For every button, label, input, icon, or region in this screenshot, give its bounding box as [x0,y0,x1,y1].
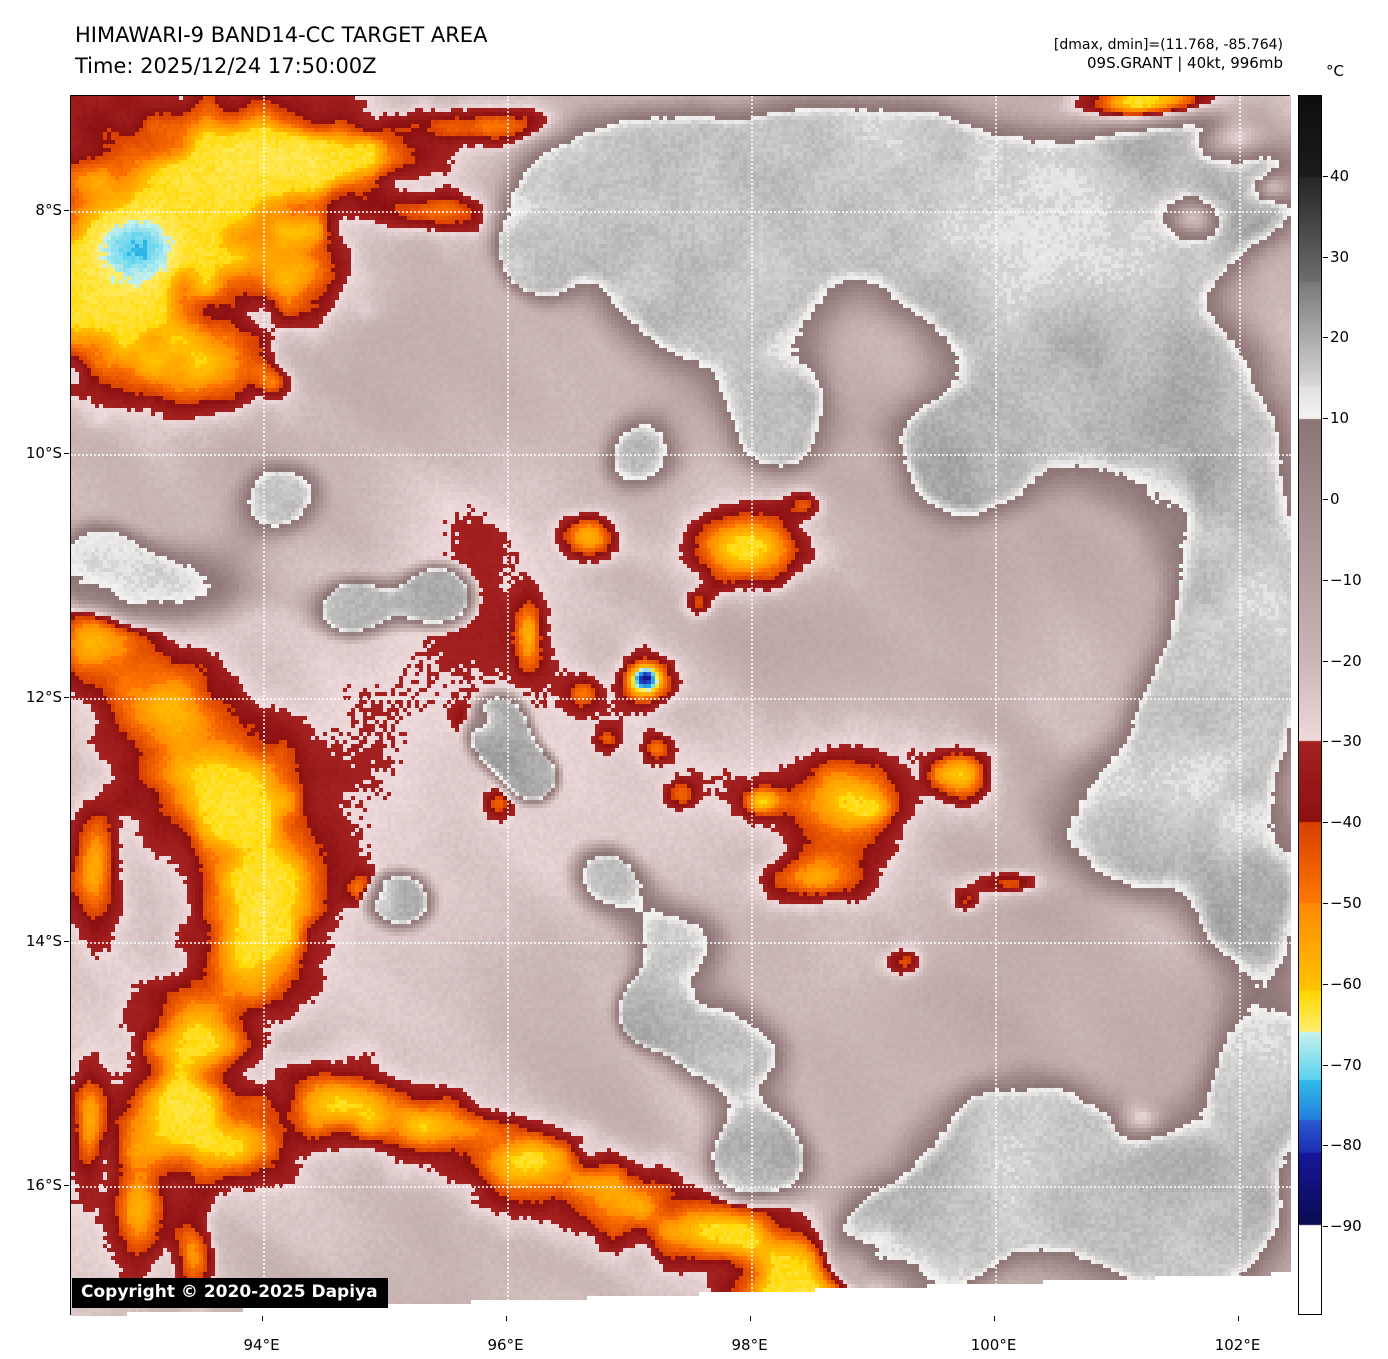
lat-tick-label: 12°S [25,688,62,707]
grid-line-lon [750,96,753,1316]
figure-title: HIMAWARI-9 BAND14-CC TARGET AREA [75,23,488,47]
lat-tick-label: 14°S [25,931,62,950]
colorbar-tick-mark [1323,1064,1328,1066]
header-block: HIMAWARI-9 BAND14-CC TARGET AREA Time: 2… [75,20,487,82]
colorbar-tick-mark [1323,822,1328,824]
colorbar [1298,95,1322,1315]
lat-tick-label: 10°S [25,444,62,463]
lat-tick-mark [64,453,69,455]
colorbar-tick-mark [1323,902,1328,904]
colorbar-tick-mark [1323,418,1328,420]
grid-line-lon [262,96,265,1316]
colorbar-tick-mark [1323,498,1328,500]
lon-tick-label: 96°E [487,1336,524,1354]
lon-tick-mark [261,1316,263,1321]
lon-tick-label: 98°E [731,1336,768,1354]
colorbar-tick-label: 0 [1330,489,1340,508]
grid-line-lon [994,96,997,1316]
colorbar-tick-mark [1323,741,1328,743]
lon-tick-mark [1237,1316,1239,1321]
lon-tick-mark [993,1316,995,1321]
satellite-canvas [71,96,1291,1316]
lat-tick-label: 16°S [25,1175,62,1194]
colorbar-tick-mark [1323,1226,1328,1228]
colorbar-tick-label: 20 [1330,328,1350,347]
lat-tick-mark [64,1184,69,1186]
grid-line-lat [71,1185,1291,1188]
colorbar-tick-label: −30 [1330,732,1362,751]
colorbar-tick-label: −70 [1330,1055,1362,1074]
satellite-map: Copyright © 2020-2025 Dapiya [70,95,1291,1316]
colorbar-unit-label: °C [1326,62,1344,80]
lon-tick-mark [505,1316,507,1321]
colorbar-tick-label: −60 [1330,974,1362,993]
grid-line-lat [71,210,1291,213]
lat-tick-mark [64,209,69,211]
lat-tick-label: 8°S [35,200,62,219]
grid-line-lat [71,698,1291,701]
colorbar-tick-mark [1323,660,1328,662]
colorbar-tick-mark [1323,579,1328,581]
colorbar-tick-mark [1323,256,1328,258]
colorbar-tick-label: −90 [1330,1217,1362,1236]
colorbar-tick-mark [1323,983,1328,985]
lon-tick-label: 100°E [970,1336,1017,1354]
grid-line-lat [71,454,1291,457]
grid-line-lon [506,96,509,1316]
dmax-dmin-readout: [dmax, dmin]=(11.768, -85.764) [1053,37,1283,53]
colorbar-tick-label: 10 [1330,409,1350,428]
colorbar-tick-mark [1323,1145,1328,1147]
colorbar-tick-label: −80 [1330,1136,1362,1155]
colorbar-tick-label: 40 [1330,166,1350,185]
storm-info: 09S.GRANT | 40kt, 996mb [1086,54,1283,72]
grid-line-lat [71,941,1291,944]
colorbar-tick-label: −10 [1330,570,1362,589]
lon-tick-mark [749,1316,751,1321]
annotation-block: [dmax, dmin]=(11.768, -85.764) 09S.GRANT… [1054,36,1283,73]
colorbar-tick-mark [1323,337,1328,339]
copyright-badge: Copyright © 2020-2025 Dapiya [72,1278,388,1308]
lon-tick-label: 94°E [243,1336,280,1354]
grid-line-lon [1238,96,1241,1316]
colorbar-tick-mark [1323,175,1328,177]
colorbar-tick-label: 30 [1330,247,1350,266]
colorbar-tick-label: −40 [1330,813,1362,832]
figure-timestamp: Time: 2025/12/24 17:50:00Z [75,54,377,78]
lat-tick-mark [64,940,69,942]
colorbar-tick-label: −50 [1330,893,1362,912]
colorbar-canvas [1299,96,1321,1314]
lon-tick-label: 102°E [1214,1336,1261,1354]
lat-tick-mark [64,697,69,699]
colorbar-tick-label: −20 [1330,651,1362,670]
